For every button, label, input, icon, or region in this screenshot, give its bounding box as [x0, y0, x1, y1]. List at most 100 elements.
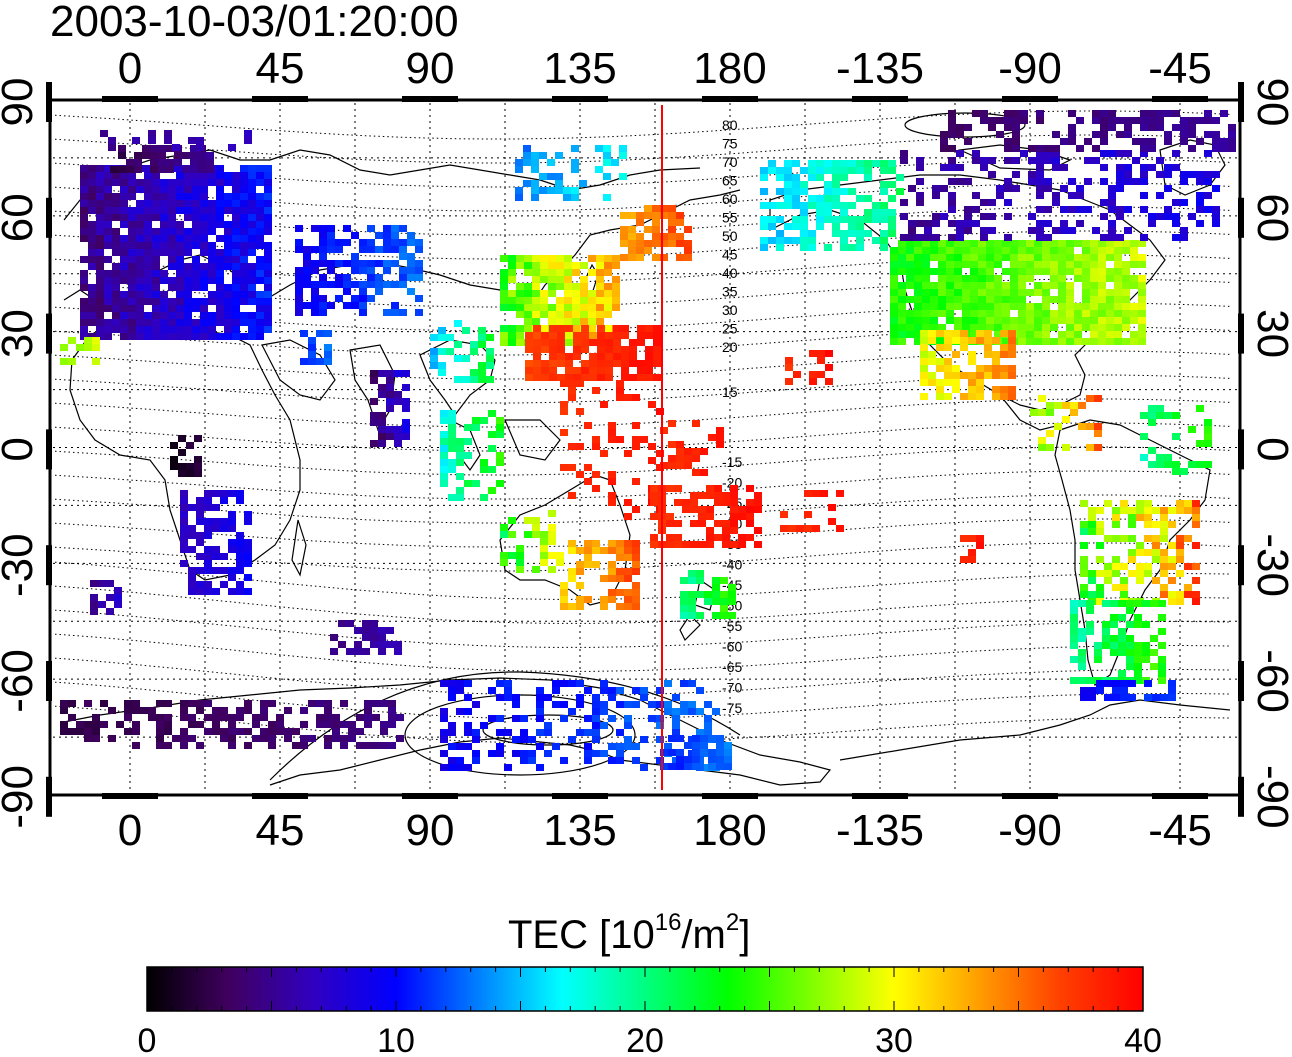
lat-tick-label: 90 — [1248, 78, 1292, 127]
tec-cell — [120, 263, 128, 270]
tec-cell — [548, 283, 556, 290]
tec-cell — [613, 346, 621, 353]
tec-cell — [1026, 268, 1034, 275]
tec-cell — [1066, 261, 1074, 268]
tec-cell — [612, 262, 620, 269]
tec-cell — [914, 317, 922, 324]
tec-cell — [962, 254, 970, 261]
tec-cell — [1176, 542, 1184, 549]
tec-cell — [216, 172, 224, 179]
tec-cell — [108, 144, 116, 151]
tec-cell — [1114, 310, 1122, 317]
tec-cell — [96, 242, 104, 249]
tec-cell — [136, 270, 144, 277]
tec-cell — [176, 312, 184, 319]
tec-cell — [303, 253, 311, 260]
tec-cell — [628, 254, 636, 261]
tec-cell — [785, 364, 793, 371]
tec-cell — [212, 546, 220, 553]
tec-cell — [516, 311, 524, 318]
tec-cell — [104, 277, 112, 284]
tec-cell — [232, 326, 240, 333]
tec-cell — [359, 246, 367, 253]
tec-cell — [88, 319, 96, 326]
tec-cell — [176, 326, 184, 333]
tec-cell — [888, 195, 896, 202]
tec-cell — [956, 178, 964, 185]
tec-cell — [1102, 642, 1110, 649]
tec-cell — [1130, 338, 1138, 345]
tec-cell — [1156, 412, 1164, 419]
tec-cell — [80, 228, 88, 235]
tec-cell — [557, 353, 565, 360]
frame-tick — [46, 429, 52, 470]
tec-cell — [160, 305, 168, 312]
tec-cell — [1168, 507, 1176, 514]
tec-cell — [1148, 419, 1156, 426]
tec-cell — [340, 742, 348, 749]
tec-cell — [500, 332, 508, 339]
tec-cell — [548, 552, 556, 559]
tec-cell — [1156, 461, 1164, 468]
tec-cell — [880, 167, 888, 174]
tec-cell — [500, 325, 508, 332]
tec-cell — [216, 200, 224, 207]
tec-cell — [180, 504, 188, 511]
tec-cell — [192, 256, 200, 263]
tec-cell — [1156, 171, 1164, 178]
tec-cell — [1058, 303, 1066, 310]
tec-cell — [784, 174, 792, 181]
tec-cell — [1102, 628, 1110, 635]
tec-cell — [208, 179, 216, 186]
tec-cell — [351, 302, 359, 309]
colorbar-label-mid: /m — [681, 913, 725, 957]
tec-cell — [563, 187, 571, 194]
tec-cell — [1132, 117, 1140, 124]
tec-cell — [928, 358, 936, 365]
tec-cell — [600, 575, 608, 582]
tec-cell — [1168, 521, 1176, 528]
tec-cell — [613, 339, 621, 346]
tec-cell — [900, 157, 908, 164]
tec-cell — [548, 566, 556, 573]
tec-cell — [581, 332, 589, 339]
tec-cell — [174, 152, 182, 159]
tec-cell — [196, 532, 204, 539]
tec-cell — [1104, 570, 1112, 577]
tec-cell — [1134, 642, 1142, 649]
tec-cell — [391, 225, 399, 232]
tec-cell — [754, 499, 762, 506]
tec-cell — [1060, 185, 1068, 192]
tec-cell — [216, 319, 224, 326]
tec-cell — [196, 581, 204, 588]
tec-cell — [1010, 240, 1018, 247]
tec-cell — [180, 525, 188, 532]
tec-cell — [144, 284, 152, 291]
tec-cell — [80, 207, 88, 214]
tec-cell — [1042, 317, 1050, 324]
tec-cell — [589, 339, 597, 346]
tec-cell — [1070, 635, 1078, 642]
tec-cell — [144, 277, 152, 284]
tec-cell — [656, 701, 664, 708]
tec-cell — [1050, 296, 1058, 303]
tec-cell — [160, 333, 168, 340]
tec-cell — [637, 339, 645, 346]
tec-cell — [880, 216, 888, 223]
tec-cell — [248, 228, 256, 235]
contour-line — [54, 609, 1232, 648]
tec-cell — [192, 179, 200, 186]
tec-cell — [994, 289, 1002, 296]
tec-cell — [180, 497, 188, 504]
tec-cell — [1196, 199, 1204, 206]
tec-cell — [1128, 507, 1136, 514]
tec-cell — [116, 721, 124, 728]
tec-cell — [240, 284, 248, 291]
tec-cell — [676, 763, 684, 770]
tec-cell — [1108, 185, 1116, 192]
tec-cell — [196, 518, 204, 525]
tec-cell — [808, 195, 816, 202]
tec-cell — [160, 221, 168, 228]
tec-cell — [880, 237, 888, 244]
tec-cell — [1140, 171, 1148, 178]
